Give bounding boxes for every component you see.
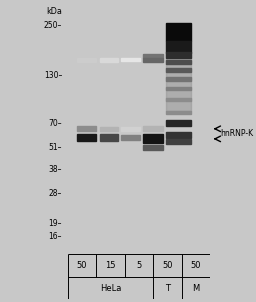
Bar: [121, 127, 140, 131]
Text: 250–: 250–: [44, 21, 62, 30]
Text: 19–: 19–: [49, 219, 62, 228]
Bar: [166, 41, 191, 53]
Text: M: M: [192, 284, 199, 293]
Bar: [143, 58, 163, 62]
Bar: [121, 135, 140, 140]
Bar: [166, 53, 191, 58]
Bar: [166, 120, 191, 126]
Text: 51–: 51–: [49, 143, 62, 152]
Bar: [166, 23, 191, 41]
Bar: [166, 87, 191, 90]
Bar: [100, 134, 118, 141]
Bar: [166, 77, 191, 81]
Text: 50: 50: [77, 261, 87, 270]
Text: 16–: 16–: [49, 232, 62, 241]
Text: 70–: 70–: [49, 119, 62, 128]
Bar: [77, 126, 95, 131]
Bar: [100, 127, 118, 131]
Bar: [166, 139, 191, 144]
Text: 38–: 38–: [49, 165, 62, 175]
Bar: [166, 98, 191, 101]
Text: T: T: [165, 284, 170, 293]
Bar: [166, 111, 191, 114]
Bar: [166, 60, 191, 64]
Bar: [77, 134, 95, 141]
Bar: [166, 132, 191, 138]
Bar: [143, 126, 163, 131]
Bar: [143, 54, 163, 58]
Bar: [143, 134, 163, 143]
Bar: [166, 68, 191, 72]
Text: 130–: 130–: [44, 71, 62, 80]
Text: 50: 50: [162, 261, 173, 270]
Text: 15: 15: [105, 261, 116, 270]
Bar: [121, 58, 140, 61]
Bar: [100, 58, 118, 62]
Text: kDa: kDa: [46, 7, 62, 16]
Text: 50: 50: [190, 261, 201, 270]
Text: 5: 5: [136, 261, 142, 270]
Bar: [77, 58, 95, 62]
Bar: [166, 54, 191, 111]
Text: hnRNP-K: hnRNP-K: [220, 129, 253, 138]
Bar: [143, 145, 163, 150]
Text: 28–: 28–: [49, 189, 62, 198]
Text: HeLa: HeLa: [100, 284, 121, 293]
